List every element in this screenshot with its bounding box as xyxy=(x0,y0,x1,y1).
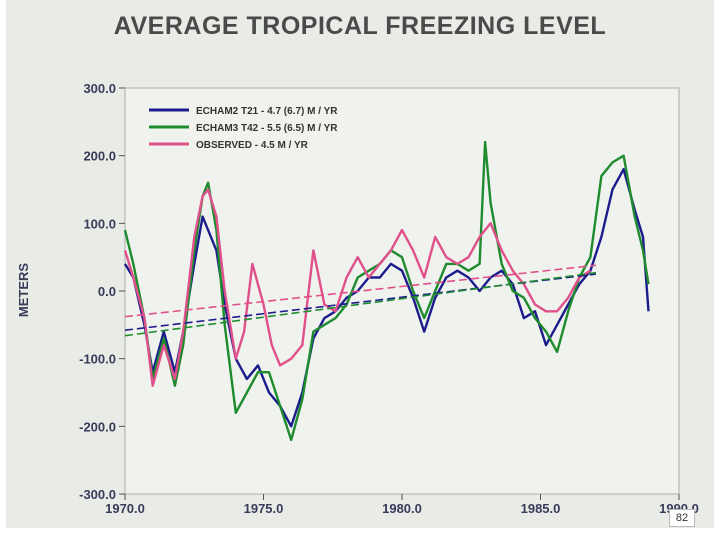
y-tick-label: -300.0 xyxy=(79,487,116,502)
y-tick-label: 100.0 xyxy=(83,216,116,231)
line-chart: 300.0 200.0 100.0 0.0 -100.0 -200.0 -300.01970… xyxy=(16,81,699,516)
legend: ECHAM2 T21 - 4.7 (6.7) M / YR ECHAM3 T42 … xyxy=(149,106,338,151)
plot-area xyxy=(124,87,680,495)
chart-title: AVERAGE TROPICAL FREEZING LEVEL xyxy=(113,12,607,40)
slide: AVERAGE TROPICAL FREEZING LEVEL 300.0 200… xyxy=(6,0,714,528)
x-tick-label: 1970.0 xyxy=(105,501,145,516)
series-line-observed-trend xyxy=(124,264,596,318)
y-tick-label: -100.0 xyxy=(79,352,116,367)
y-tick-label: 0.0 xyxy=(98,284,116,299)
series-line-echam2-t21-trend xyxy=(124,273,596,331)
series-line-echam3-t42-trend xyxy=(124,271,597,337)
legend-entry: OBSERVED - 4.5 M / YR xyxy=(196,140,309,151)
y-tick-label: -200.0 xyxy=(79,419,116,434)
x-tick-label: 1985.0 xyxy=(521,501,561,516)
legend-entry: ECHAM2 T21 - 4.7 (6.7) M / YR xyxy=(196,106,338,117)
y-axis-label: METERS xyxy=(16,263,31,318)
y-tick-label: 300.0 xyxy=(83,81,116,96)
page-number: 82 xyxy=(669,509,695,527)
x-tick-label: 1975.0 xyxy=(244,501,284,516)
legend-entry: ECHAM3 T42 - 5.5 (6.5) M / YR xyxy=(196,123,338,134)
series-line-echam2-t21 xyxy=(123,167,650,428)
x-tick-label: 1980.0 xyxy=(382,501,422,516)
y-tick-label: 200.0 xyxy=(83,149,116,164)
series-line-observed xyxy=(123,188,592,387)
